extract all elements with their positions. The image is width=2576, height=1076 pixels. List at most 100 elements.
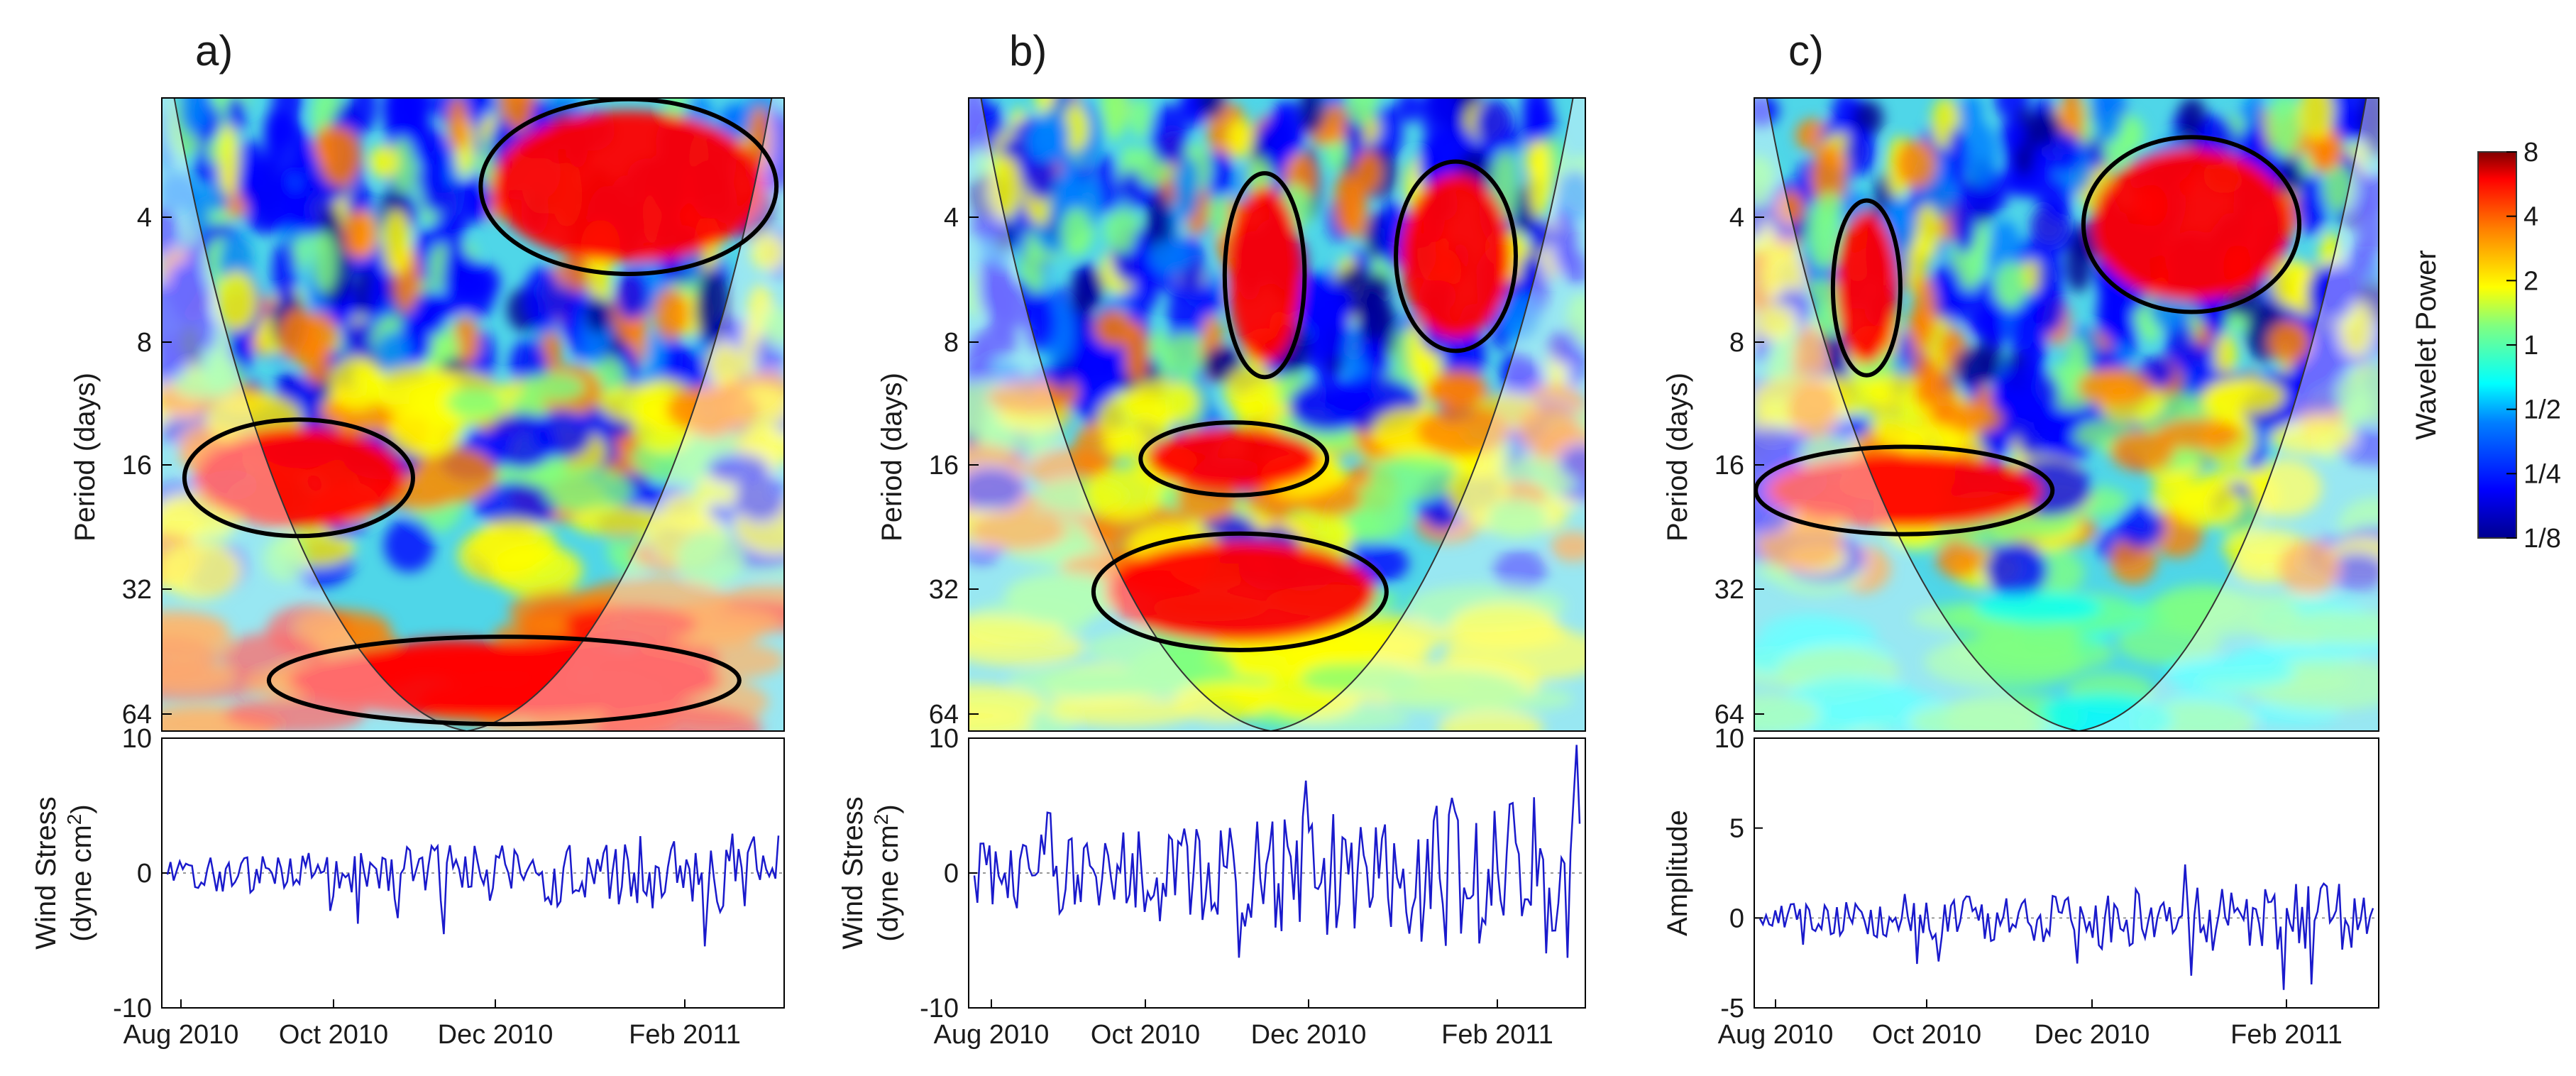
heatmap-cell [1196, 283, 1222, 318]
heatmap-cell [523, 266, 562, 330]
heatmap-hot-region [192, 427, 405, 529]
timeseries-frame [1754, 737, 2379, 1009]
timeseries-x-tick-label: Aug 2010 [123, 1020, 239, 1050]
wavelet-heatmap [1754, 98, 2379, 731]
heatmap-y-tick-label: 4 [137, 203, 152, 233]
heatmap-cell [1258, 114, 1301, 163]
heatmap-cell [329, 356, 386, 411]
heatmap-cell [162, 206, 180, 257]
heatmap-cell [1475, 99, 1514, 149]
heatmap-cell [442, 242, 470, 316]
wavelet-heatmap [969, 98, 1585, 731]
timeseries-line [1758, 864, 2374, 990]
cone-of-influence-shade [1754, 98, 2379, 731]
heatmap-cell [1149, 240, 1191, 274]
heatmap-cell [1095, 153, 1120, 215]
heatmap-cell [1299, 98, 1326, 135]
heatmap-cell [2270, 258, 2313, 308]
heatmap-cell [319, 126, 362, 187]
heatmap-cell [1451, 601, 1557, 645]
heatmap-cell [2270, 421, 2355, 455]
heatmap-cell [2030, 282, 2066, 335]
timeseries-y-tick-label: 10 [1714, 724, 1744, 754]
heatmap-cell [2178, 98, 2207, 135]
heatmap-cell [343, 209, 375, 259]
heatmap-cell [1788, 380, 1839, 439]
heatmap-y-tick-label: 8 [944, 328, 959, 358]
heatmap-cell [1345, 98, 1380, 126]
heatmap-cell [969, 615, 1064, 647]
heatmap-hot-region [1835, 212, 1898, 364]
heatmap-frame [968, 97, 1586, 732]
heatmap-cell [375, 331, 412, 373]
heatmap-y-tick-label: 4 [1729, 203, 1744, 233]
heatmap-cell [1558, 444, 1585, 482]
colorbar-tick-label: 2 [2523, 266, 2538, 296]
heatmap-cell [1301, 661, 1418, 694]
colorbar-tick-label: 1 [2523, 331, 2538, 361]
heatmap-hot-region [1766, 452, 2042, 529]
heatmap-cell [695, 270, 731, 344]
heatmap-cell [239, 157, 277, 190]
heatmap-cell [1369, 272, 1391, 304]
timeseries-x-tick-label: Dec 2010 [1251, 1020, 1367, 1050]
timeseries-x-tick-label: Oct 2010 [279, 1020, 388, 1050]
heatmap-cell [162, 172, 197, 211]
heatmap-cell [2296, 174, 2328, 236]
heatmap-y-tick-label: 4 [944, 203, 959, 233]
cone-of-influence-shade [969, 98, 1585, 731]
heatmap-cell [218, 124, 240, 195]
heatmap-cell [1551, 232, 1574, 270]
heatmap-y-tick-label: 8 [1729, 328, 1744, 358]
timeseries-y-tick-label: 0 [944, 859, 959, 889]
heatmap-cell [1499, 293, 1540, 341]
heatmap-cell [446, 387, 504, 419]
heatmap-cell [313, 231, 337, 294]
colorbar-tick-label: 1/4 [2523, 459, 2561, 489]
timeseries-y-tick-label: 10 [929, 724, 959, 754]
timeseries-x-tick-label: Oct 2010 [1091, 1020, 1200, 1050]
heatmap-hot-region [1104, 541, 1376, 643]
heatmap-cell [1397, 98, 1423, 123]
timeseries-x-tick-label: Feb 2011 [1441, 1020, 1553, 1050]
heatmap-cell [969, 98, 986, 148]
heatmap-cell [2109, 431, 2175, 472]
heatmap-cell [187, 187, 211, 243]
heatmap-cell [2000, 117, 2026, 152]
heatmap-cell [1173, 155, 1200, 221]
panel-label: b) [1009, 27, 1047, 75]
timeseries-line [166, 833, 780, 947]
heatmap-y-tick-label: 8 [137, 328, 152, 358]
heatmap-cell [1306, 275, 1342, 332]
heatmap-cell [1754, 98, 1779, 127]
panel-label: c) [1788, 27, 1824, 75]
heatmap-cell [179, 98, 212, 135]
heatmap-cell [971, 510, 1067, 551]
cone-of-influence-line [173, 98, 773, 731]
heatmap-cell [1947, 127, 1969, 188]
heatmap-cell [341, 321, 382, 357]
heatmap-cell [1081, 373, 1103, 431]
heatmap-cell [1927, 265, 1962, 319]
heatmap-cell [382, 209, 412, 275]
heatmap-cell [584, 297, 611, 334]
heatmap-cell [172, 370, 239, 399]
significance-contour [1091, 531, 1389, 652]
heatmap-cell [1493, 549, 1546, 594]
heatmap-cell [1419, 138, 1441, 194]
heatmap-cell [2077, 368, 2153, 406]
heatmap-y-tick-label: 64 [1714, 700, 1744, 730]
heatmap-cell [1551, 531, 1585, 562]
heatmap-cell [162, 617, 232, 663]
heatmap-cell [2214, 333, 2238, 378]
heatmap-cell [413, 447, 497, 503]
heatmap-cell [390, 136, 417, 194]
heatmap-cell [1323, 104, 1348, 144]
heatmap-cell [1167, 331, 1203, 380]
heatmap-cell [272, 240, 298, 304]
heatmap-frame [161, 97, 785, 732]
